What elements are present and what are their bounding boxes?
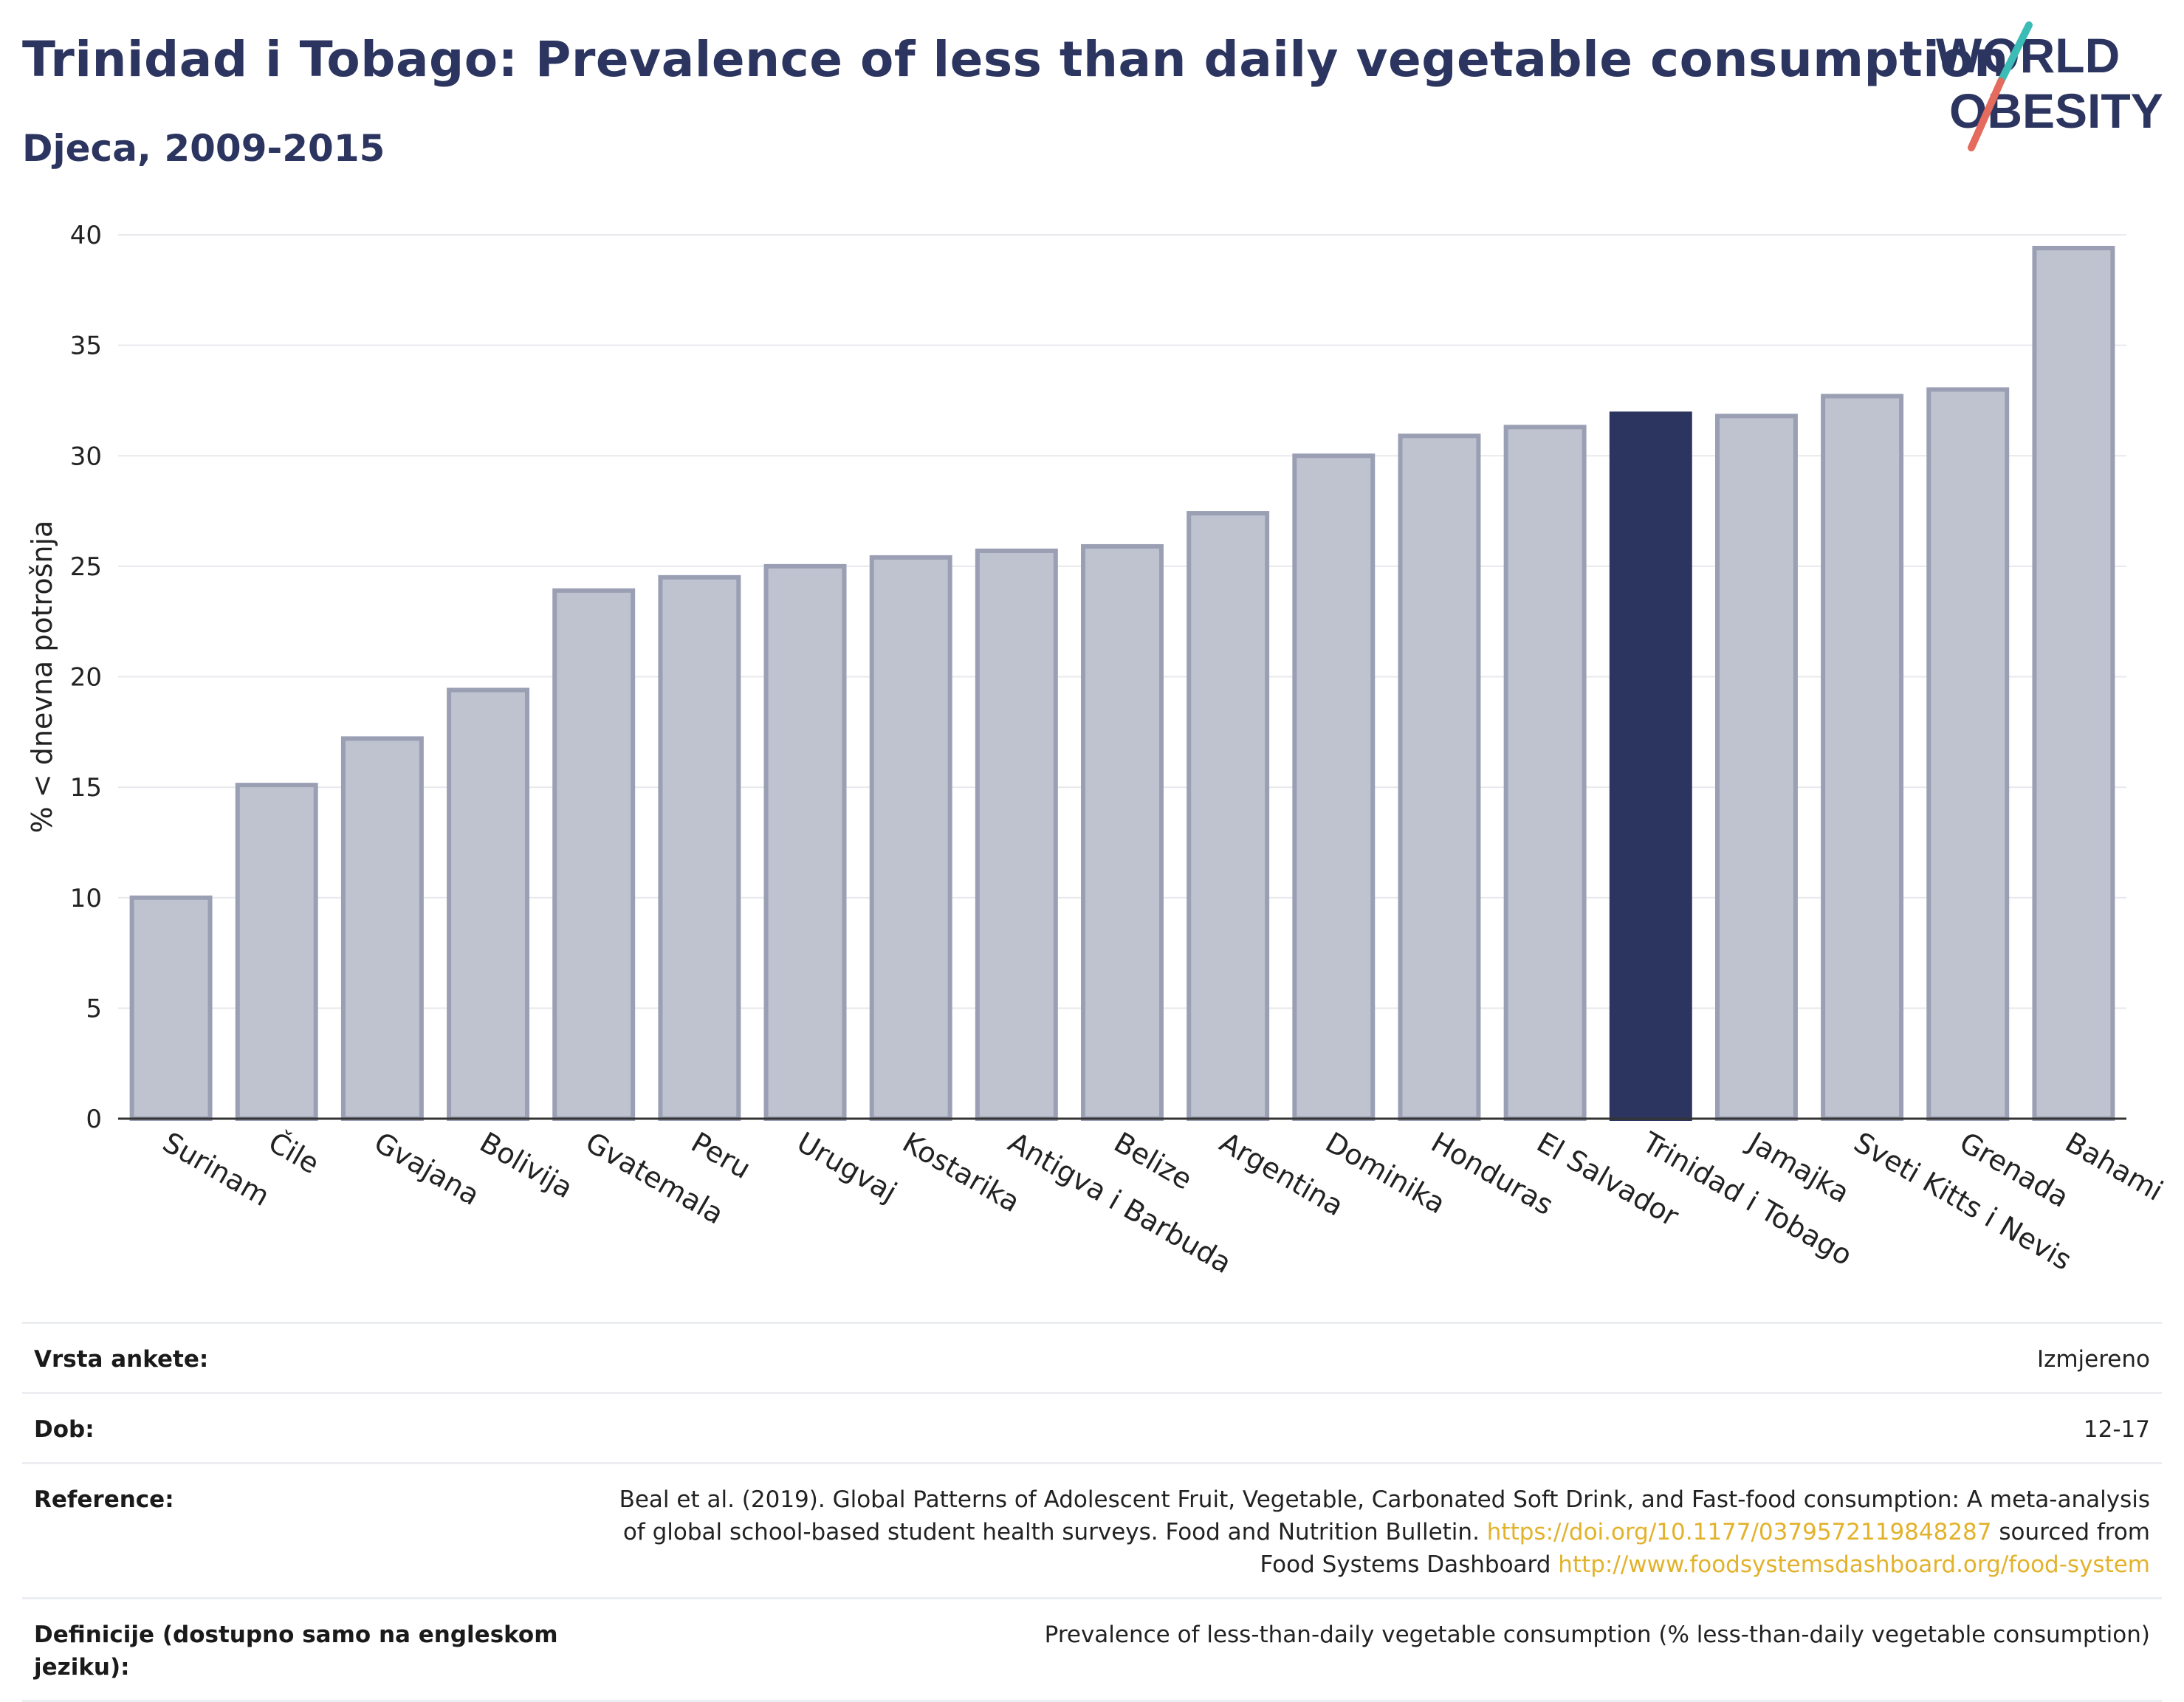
bar-kostarika xyxy=(869,555,952,1121)
bar-trinidad-i-tobago xyxy=(1609,411,1692,1121)
y-tick-label: 5 xyxy=(86,994,102,1023)
definition-label: Definicije (dostupno samo na engleskom j… xyxy=(34,1622,558,1681)
survey-type-label: Vrsta ankete: xyxy=(34,1346,209,1373)
bar-antigva-i-barbuda xyxy=(975,548,1058,1121)
bar-bahami xyxy=(2032,245,2115,1122)
survey-type-value: Izmjereno xyxy=(2036,1346,2150,1373)
bar-urugvaj xyxy=(763,563,847,1121)
chart-title: Trinidad i Tobago: Prevalence of less th… xyxy=(22,31,2009,88)
metadata-table: Vrsta ankete: Izmjereno Dob: 12-17 Refer… xyxy=(22,1322,2162,1702)
bar-el-salvador xyxy=(1503,425,1587,1121)
reference-label: Reference: xyxy=(34,1486,174,1513)
bar-gvatemala xyxy=(552,588,636,1121)
y-tick-label: 0 xyxy=(86,1105,102,1134)
reference-row: Reference: Beal et al. (2019). Global Pa… xyxy=(22,1462,2162,1597)
bar-peru xyxy=(658,574,741,1121)
x-tick-label: Surinam xyxy=(157,1126,275,1212)
bar-argentina xyxy=(1187,511,1270,1121)
bar-dominika xyxy=(1292,453,1376,1121)
bar-bolivija xyxy=(447,687,530,1121)
x-tick-label: Kostarika xyxy=(897,1126,1026,1219)
logo-slash-coral xyxy=(1968,78,2005,151)
bar-sveti-kitts-i-nevis xyxy=(1821,394,1904,1121)
definition-row: Definicije (dostupno samo na engleskom j… xyxy=(22,1597,2162,1702)
bar-surinam xyxy=(129,895,213,1121)
logo-slash-teal xyxy=(1997,21,2033,85)
logo-line-world: WORLD xyxy=(1936,28,2120,83)
y-tick-label: 10 xyxy=(70,884,102,913)
y-tick-label: 35 xyxy=(70,332,102,361)
chart-subtitle: Djeca, 2009-2015 xyxy=(22,127,385,170)
age-label: Dob: xyxy=(34,1416,95,1443)
y-tick-label: 25 xyxy=(70,552,102,582)
bar-gvajana xyxy=(340,736,424,1121)
y-axis-label: % < dnevna potrošnja xyxy=(26,521,58,834)
bar-belize xyxy=(1081,543,1164,1121)
definition-value: Prevalence of less-than-daily vegetable … xyxy=(1044,1622,2150,1648)
x-tick-label: Gvajana xyxy=(368,1126,484,1212)
reference-source-text: sourced from Food Systems Dashboard xyxy=(1260,1519,2150,1578)
bar-jamajka xyxy=(1714,414,1798,1121)
x-tick-label: Bolivija xyxy=(475,1126,579,1205)
y-tick-label: 40 xyxy=(70,221,102,250)
x-tick-label: Čile xyxy=(263,1126,325,1181)
y-tick-label: 30 xyxy=(70,442,102,471)
x-tick-label: Bahami xyxy=(2060,1126,2168,1207)
survey-type-row: Vrsta ankete: Izmjereno xyxy=(22,1322,2162,1392)
world-obesity-logo: WORLD OBESITY xyxy=(1936,21,2163,151)
reference-text: Beal et al. (2019). Global Patterns of A… xyxy=(619,1486,2150,1545)
x-tick-label: Peru xyxy=(686,1126,756,1185)
bar-grenada xyxy=(1926,387,2010,1121)
bar--ile xyxy=(235,783,318,1121)
y-tick-label: 20 xyxy=(70,663,102,693)
x-tick-label: Urugvaj xyxy=(791,1126,902,1209)
age-row: Dob: 12-17 xyxy=(22,1392,2162,1462)
bar-chart: 0 5 10 15 20 25 30 35 40 % < dnevna potrošnja Suri… xyxy=(26,221,2168,1280)
doi-link[interactable]: https://doi.org/10.1177/0379572119848287 xyxy=(1486,1519,1992,1545)
bar-honduras xyxy=(1398,433,1481,1121)
reference-value: Beal et al. (2019). Global Patterns of A… xyxy=(600,1483,2150,1581)
age-value: 12-17 xyxy=(2083,1416,2150,1443)
y-tick-label: 15 xyxy=(70,773,102,803)
food-systems-link[interactable]: http://www.foodsystemsdashboard.org/food… xyxy=(1558,1551,2150,1578)
